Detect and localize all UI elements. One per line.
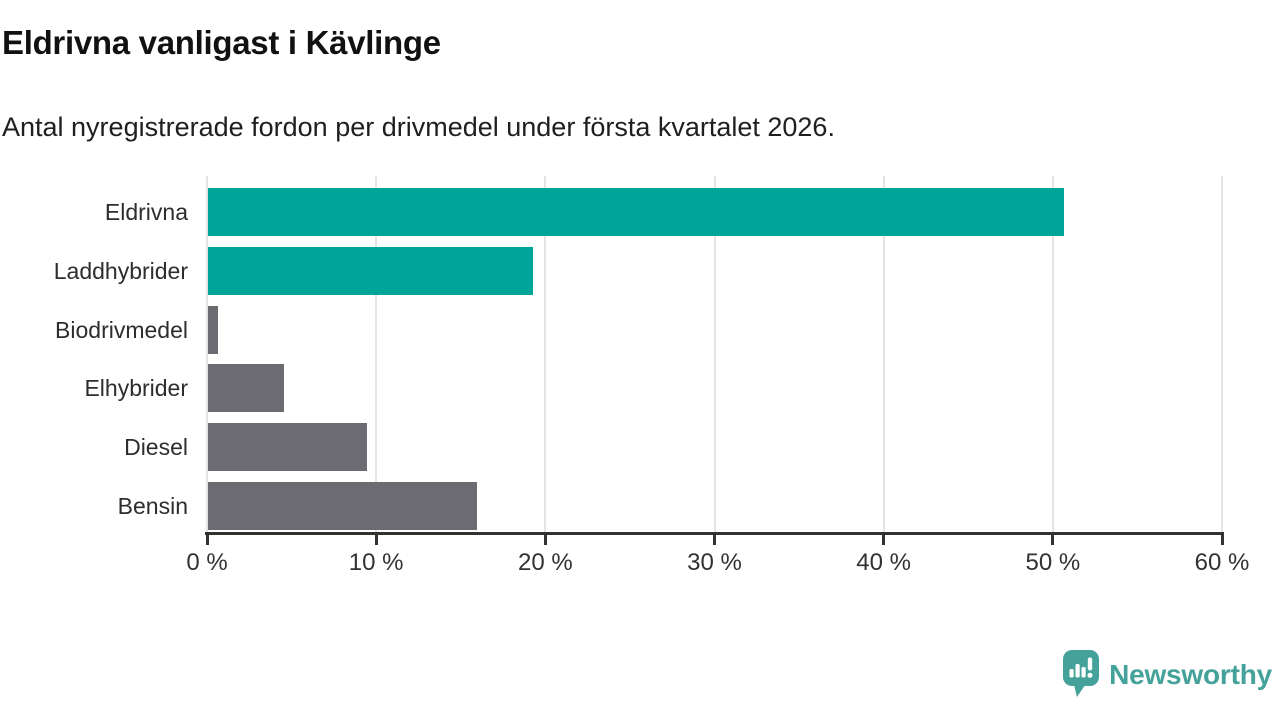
x-axis-tick-label: 20 % [517,549,573,576]
category-label: Eldrivna [104,199,188,225]
category-label: Laddhybrider [53,257,188,284]
x-axis-tick-label: 50 % [1025,549,1081,576]
x-axis-tick-label: 60 % [1194,549,1250,576]
chart-subtitle: Antal nyregistrerade fordon per drivmede… [2,112,835,142]
category-label: Biodrivmedel [55,316,188,343]
gridline [375,176,378,532]
bar-eldrivna [208,188,1064,236]
bar-diesel [208,423,368,472]
bar-laddhybrider [208,246,533,295]
chart-title: Eldrivna vanligast i Kävlinge [2,24,441,61]
x-axis-tick [543,532,547,545]
x-axis-tick-label: 0 % [186,549,228,576]
x-axis-tick [374,532,378,545]
bar-bensin [208,482,477,530]
x-axis-tick [713,532,716,545]
gridline [206,176,208,532]
bar-biodrivmedel [208,305,219,354]
x-axis-tick-label: 10 % [348,549,404,576]
gridline [1221,176,1223,532]
x-axis-tick [205,532,209,545]
x-axis-line [205,532,1224,535]
category-label: Elhybrider [84,375,188,402]
x-axis-tick [1220,532,1224,545]
gridline [1051,176,1054,532]
x-axis-tick-label: 40 % [856,549,911,576]
gridline [713,176,716,532]
gridline [882,176,885,532]
x-axis-tick [882,532,886,545]
newsworthy-logo: Newsworthy [1063,650,1272,699]
newsworthy-logo-text: Newsworthy [1109,658,1272,690]
x-axis-tick [1051,532,1055,545]
category-label: Diesel [124,434,188,461]
gridline [544,176,547,532]
x-axis-tick-label: 30 % [687,549,742,576]
bar-elhybrider [208,364,285,413]
newsworthy-chart-bubble-icon [1063,650,1100,697]
category-label: Bensin [117,493,188,519]
